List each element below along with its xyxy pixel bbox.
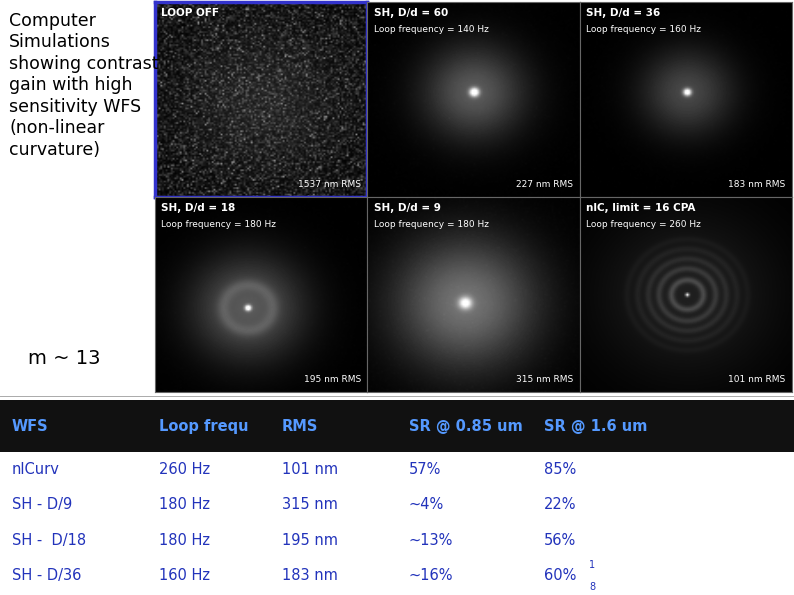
Text: ~16%: ~16% (409, 568, 453, 583)
Text: ~4%: ~4% (409, 497, 444, 512)
Text: 1: 1 (589, 560, 596, 570)
Text: Loop frequency = 180 Hz: Loop frequency = 180 Hz (374, 220, 488, 230)
Bar (0, 400, 794, 452)
Text: Loop frequency = 260 Hz: Loop frequency = 260 Hz (586, 220, 701, 230)
Text: 180 Hz: 180 Hz (159, 533, 210, 547)
Text: SH, D/d = 60: SH, D/d = 60 (374, 8, 448, 18)
Text: 101 nm: 101 nm (282, 462, 338, 477)
Text: Computer
Simulations
showing contrast
gain with high
sensitivity WFS
(non-linear: Computer Simulations showing contrast ga… (10, 12, 159, 159)
Text: 56%: 56% (544, 533, 576, 547)
Text: m ~ 13: m ~ 13 (28, 349, 100, 368)
Text: 195 nm: 195 nm (282, 533, 338, 547)
Text: SH -  D/18: SH - D/18 (12, 533, 86, 547)
Text: 8: 8 (589, 582, 596, 592)
Text: Loop frequency = 140 Hz: Loop frequency = 140 Hz (374, 26, 488, 35)
Text: 1537 nm RMS: 1537 nm RMS (298, 180, 361, 189)
Text: SR @ 1.6 um: SR @ 1.6 um (544, 418, 647, 434)
Text: SH - D/36: SH - D/36 (12, 568, 81, 583)
Text: 195 nm RMS: 195 nm RMS (304, 375, 361, 384)
Text: 227 nm RMS: 227 nm RMS (516, 180, 573, 189)
Text: 101 nm RMS: 101 nm RMS (728, 375, 785, 384)
Text: SH - D/9: SH - D/9 (12, 497, 72, 512)
Text: 183 nm RMS: 183 nm RMS (728, 180, 785, 189)
Text: 260 Hz: 260 Hz (159, 462, 210, 477)
Text: SH, D/d = 36: SH, D/d = 36 (586, 8, 661, 18)
Text: nlCurv: nlCurv (12, 462, 60, 477)
Text: 180 Hz: 180 Hz (159, 497, 210, 512)
Text: SH, D/d = 18: SH, D/d = 18 (161, 203, 236, 213)
Text: Loop frequ: Loop frequ (159, 418, 249, 434)
Text: Loop frequency = 180 Hz: Loop frequency = 180 Hz (161, 220, 276, 230)
Text: SH, D/d = 9: SH, D/d = 9 (374, 203, 441, 213)
Text: 57%: 57% (409, 462, 441, 477)
Text: 183 nm: 183 nm (282, 568, 337, 583)
Text: 315 nm: 315 nm (282, 497, 337, 512)
Text: 60%: 60% (544, 568, 576, 583)
Text: nlC, limit = 16 CPA: nlC, limit = 16 CPA (586, 203, 696, 213)
Text: 85%: 85% (544, 462, 576, 477)
Text: ~13%: ~13% (409, 533, 453, 547)
Text: 22%: 22% (544, 497, 576, 512)
Text: 160 Hz: 160 Hz (159, 568, 210, 583)
Text: RMS: RMS (282, 418, 318, 434)
Text: LOOP OFF: LOOP OFF (161, 8, 219, 18)
Text: 315 nm RMS: 315 nm RMS (516, 375, 573, 384)
Text: WFS: WFS (12, 418, 48, 434)
Text: SR @ 0.85 um: SR @ 0.85 um (409, 418, 522, 434)
Text: Loop frequency = 160 Hz: Loop frequency = 160 Hz (586, 26, 701, 35)
